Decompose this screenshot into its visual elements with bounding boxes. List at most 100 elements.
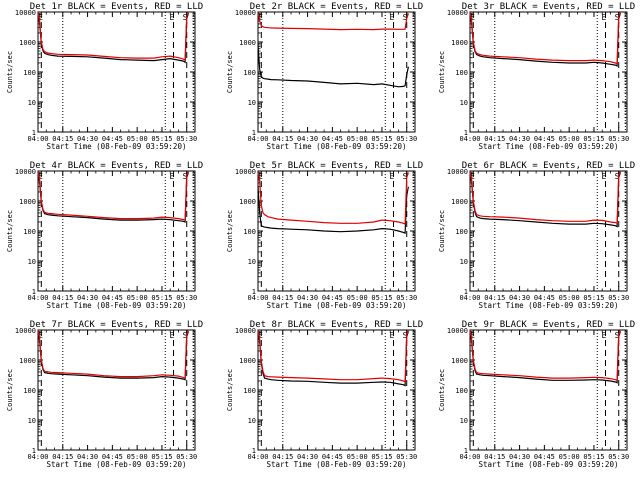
x-tick-label: 05:15 [371,294,392,302]
series-line-lld [469,12,621,65]
y-tick-label: 1 [252,447,256,455]
y-axis-label: Counts/sec [6,51,14,93]
panel-title: Det 6r BLACK = Events, RED = LLD [462,161,635,171]
y-axis-label: Counts/sec [438,210,446,252]
annotation-s: S [615,13,620,22]
y-tick-label: 10000 [235,327,256,335]
series-line-events [257,44,409,88]
x-tick-label: 04:00 [247,135,268,143]
panel-4: Det 4r BLACK = Events, RED = LLD 1 10 100 10… [6,161,203,310]
x-axis-label: Start Time (08-Feb-09 03:59:20) [47,142,187,151]
y-tick-label: 10000 [15,9,36,17]
y-tick-label: 100 [455,69,468,77]
y-axis-label: Counts/sec [6,369,14,411]
plot-frame [37,170,196,292]
x-tick-label: 05:00 [127,135,148,143]
x-axis-label: Start Time (08-Feb-09 03:59:20) [47,460,187,469]
annotation-s: S [403,172,408,181]
x-tick-label: 05:30 [608,453,629,461]
y-tick-label: 1 [32,288,36,296]
y-tick-label: 10000 [15,168,36,176]
y-tick-label: 10000 [235,9,256,17]
x-tick-label: 05:00 [127,294,148,302]
x-tick-label: 05:15 [151,294,172,302]
y-tick-label: 10000 [447,168,468,176]
panel-2: Det 2r BLACK = Events, RED = LLD 1 10 100 10… [226,2,423,151]
annotation-s: S [183,172,188,181]
y-tick-label: 10 [460,258,468,266]
x-tick-label: 05:00 [559,135,580,143]
series-line-events [257,331,409,387]
annotation-e: E [169,172,174,181]
y-tick-label: 1000 [451,39,468,47]
x-axis-label: Start Time (08-Feb-09 03:59:20) [267,301,407,310]
panel-title: Det 7r BLACK = Events, RED = LLD [30,320,203,330]
y-tick-label: 1000 [19,198,36,206]
y-tick-label: 1000 [239,357,256,365]
x-tick-label: 04:15 [52,453,73,461]
x-axis-label: Start Time (08-Feb-09 03:59:20) [267,142,407,151]
y-tick-label: 1 [252,129,256,137]
y-tick-label: 1 [464,447,468,455]
series-line-events [469,13,621,67]
x-tick-label: 04:30 [297,294,318,302]
series-line-lld [37,330,189,379]
x-tick-label: 05:15 [151,135,172,143]
annotation-e: E [601,13,606,22]
annotation-e: E [389,172,394,181]
x-tick-label: 05:00 [347,294,368,302]
series-line-events [469,172,621,228]
x-tick-label: 04:15 [272,135,293,143]
x-tick-label: 04:15 [484,294,505,302]
y-axis-label: Counts/sec [226,369,234,411]
x-axis-label: Start Time (08-Feb-09 03:59:20) [479,142,619,151]
annotation-e: E [38,13,43,22]
y-tick-label: 10 [248,258,256,266]
y-tick-label: 100 [23,387,36,395]
x-axis-label: Start Time (08-Feb-09 03:59:20) [479,460,619,469]
x-tick-label: 04:15 [272,294,293,302]
annotation-s: S [615,331,620,340]
annotation-e: E [38,331,43,340]
series-line-lld [469,171,621,225]
x-tick-label: 05:15 [583,135,604,143]
panel-title: Det 3r BLACK = Events, RED = LLD [462,2,635,12]
y-tick-label: 1000 [451,357,468,365]
panel-8: Det 8r BLACK = Events, RED = LLD 1 10 100 10… [226,320,423,469]
y-tick-label: 1 [252,288,256,296]
series-line-events [257,186,409,234]
annotation-e: E [169,331,174,340]
series-line-events [37,13,189,64]
plot-frame [469,329,628,451]
y-tick-label: 10000 [447,327,468,335]
y-tick-label: 10 [28,258,36,266]
annotation-e: E [389,13,394,22]
x-tick-label: 04:15 [52,294,73,302]
x-tick-label: 05:00 [559,453,580,461]
series-line-lld [37,171,189,221]
y-tick-label: 1 [464,288,468,296]
panel-9: Det 9r BLACK = Events, RED = LLD 1 10 100 10… [438,320,635,469]
annotation-s: S [183,13,188,22]
x-tick-label: 04:45 [534,135,555,143]
y-tick-label: 100 [455,228,468,236]
x-axis-label: Start Time (08-Feb-09 03:59:20) [479,301,619,310]
series-line-events [469,331,621,384]
y-tick-label: 10 [248,417,256,425]
panel-3: Det 3r BLACK = Events, RED = LLD 1 10 100 10… [438,2,635,151]
annotation-e: E [169,13,174,22]
x-tick-label: 04:15 [272,453,293,461]
x-tick-label: 04:15 [484,453,505,461]
x-axis-label: Start Time (08-Feb-09 03:59:20) [267,460,407,469]
x-tick-label: 05:30 [608,135,629,143]
panel-title: Det 8r BLACK = Events, RED = LLD [250,320,423,330]
annotation-e: E [470,331,475,340]
y-tick-label: 10 [28,99,36,107]
x-tick-label: 05:30 [608,294,629,302]
panel-title: Det 9r BLACK = Events, RED = LLD [462,320,635,330]
plot-frame [469,170,628,292]
annotation-e: E [258,13,263,22]
x-tick-label: 04:00 [459,453,480,461]
x-tick-label: 05:15 [583,453,604,461]
panel-5: Det 5r BLACK = Events, RED = LLD 1 10 100 10… [226,161,423,310]
